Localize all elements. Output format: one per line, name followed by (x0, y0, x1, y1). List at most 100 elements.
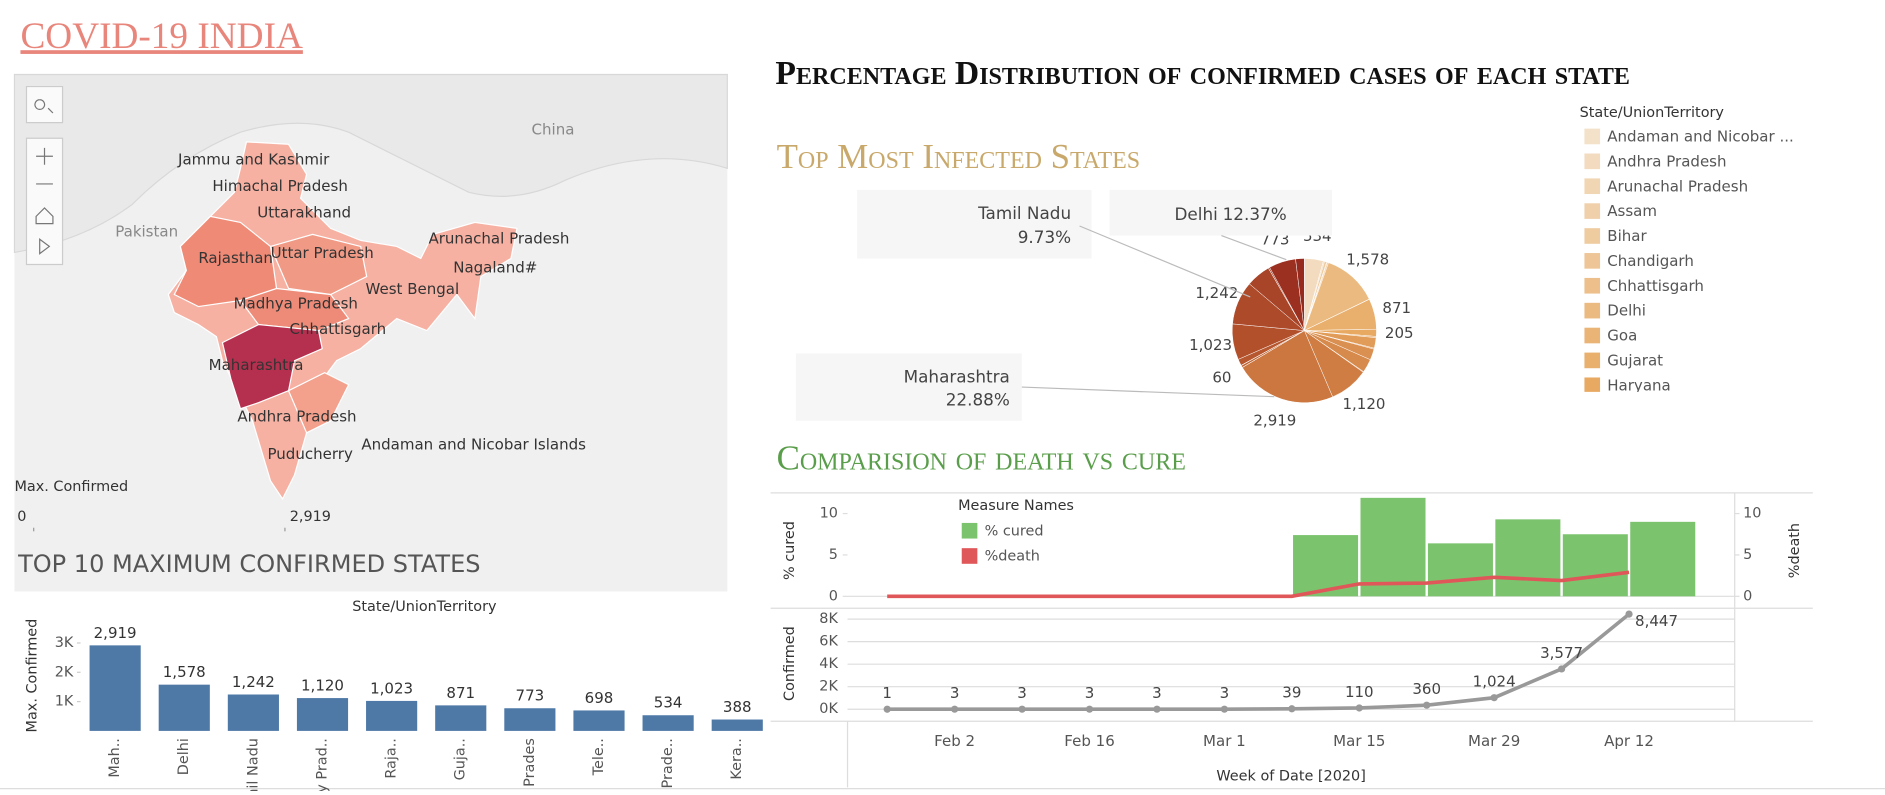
point (1423, 702, 1430, 709)
legend-label: Goa (1607, 327, 1637, 345)
map-label: Madhya Pradesh (234, 295, 358, 313)
chart-title: Comparision of death vs cure (777, 439, 1186, 478)
y-tick-label: 8K (819, 611, 838, 627)
legend-swatch (1584, 203, 1600, 219)
y-tick-label: 6K (819, 634, 838, 650)
x-tick-label: Raja.. (384, 738, 400, 779)
point (1153, 706, 1160, 713)
legend-swatch (962, 523, 978, 539)
data-label: 2,919 (1253, 411, 1296, 429)
annotation-value: 9.73% (1018, 227, 1071, 247)
data-label: 698 (585, 689, 614, 707)
chart-title: TOP 10 MAXIMUM CONFIRMED STATES (17, 550, 480, 578)
annotation-box (857, 190, 1091, 259)
annotation-value: 12.37% (1223, 204, 1287, 224)
legend-title: State/UnionTerritory (1580, 105, 1725, 121)
data-label: 773 (516, 687, 545, 705)
point (1086, 706, 1093, 713)
legend-label: Chandigarh (1607, 252, 1694, 270)
x-tick-label: Mar 1 (1203, 732, 1246, 750)
data-label: 1 (882, 684, 892, 702)
legend-label: Haryana (1607, 376, 1670, 394)
legend-label: Gujarat (1607, 351, 1663, 369)
y-axis-title: % cured (782, 521, 798, 580)
data-label: 1,023 (370, 679, 413, 697)
data-label: 205 (1385, 324, 1414, 342)
legend-swatch (1584, 129, 1600, 145)
legend: Andaman and Nicobar ...Andhra PradeshAru… (1584, 128, 1793, 395)
bar (1428, 543, 1493, 596)
data-label: 39 (1282, 684, 1301, 702)
data-label: 360 (1412, 680, 1441, 698)
point (1491, 694, 1498, 701)
y-tick-label: 3K (55, 635, 74, 651)
bar (228, 695, 279, 731)
point (1558, 665, 1565, 672)
legend-label: Andhra Pradesh (1607, 152, 1726, 170)
data-label: 60 (1212, 368, 1231, 386)
data-label: 1,023 (1189, 336, 1232, 354)
data-label: 110 (1345, 683, 1374, 701)
map-label: Andaman and Nicobar Islands (361, 435, 586, 453)
dashboard-title: COVID-19 INDIA (20, 16, 303, 57)
legend-tick-label: 0 (17, 509, 26, 525)
data-label: 3 (1220, 684, 1230, 702)
data-label: 1,578 (163, 663, 206, 681)
data-label: 3 (950, 684, 960, 702)
x-tick-label: Andhr Prade.. (660, 738, 676, 791)
map-label: Uttar Pradesh (271, 244, 374, 262)
legend-label: Andaman and Nicobar ... (1607, 128, 1794, 146)
legend-label: Delhi (1607, 302, 1646, 320)
map-label: Andhra Pradesh (237, 408, 356, 426)
y-tick-label: 10 (820, 506, 838, 522)
data-label: 1,242 (232, 673, 275, 691)
legend-swatch (962, 548, 978, 564)
bar (90, 645, 141, 731)
map-controls[interactable] (26, 87, 62, 265)
bar (573, 710, 624, 730)
x-tick-label: Madhy Prad.. (315, 738, 331, 791)
y-tick-label: 0 (1743, 588, 1752, 604)
data-label: 1,024 (1473, 673, 1516, 691)
map-label: China (532, 120, 575, 138)
x-tick-label: Tele.. (591, 738, 607, 776)
data-label: 3 (1152, 684, 1162, 702)
legend-tick-label: 2,919 (290, 509, 331, 525)
x-tick-label: Apr 12 (1604, 732, 1654, 750)
x-axis-title: State/UnionTerritory (352, 599, 497, 615)
data-label: 871 (1382, 299, 1411, 317)
annotation-box (796, 353, 1022, 420)
annotation-label: Delhi (1174, 204, 1217, 224)
legend-swatch (1584, 253, 1600, 269)
map-label: Chhattisgarh (290, 320, 387, 338)
legend-swatch (1584, 328, 1600, 344)
x-tick-label: Uttar Prades (522, 738, 538, 791)
bar (1630, 522, 1695, 596)
bar (366, 701, 417, 731)
legend-label: % cured (985, 523, 1044, 539)
map-label: Pakistan (115, 223, 178, 241)
legend-label: %death (985, 549, 1040, 565)
y-tick-label: 0K (819, 701, 838, 717)
x-tick-label: Mar 29 (1468, 732, 1520, 750)
map-label: Nagaland# (453, 259, 537, 277)
map-label: Puducherry (268, 445, 353, 463)
bar (712, 720, 763, 731)
annotation-value: 22.88% (946, 389, 1010, 409)
x-tick-label: Tamil Nadu (245, 738, 261, 791)
y-axis-title: Confirmed (782, 626, 798, 701)
map-label: Rajasthan (198, 249, 273, 267)
legend-swatch (1584, 154, 1600, 170)
chart-title: Percentage Distribution of confirmed cas… (775, 53, 1809, 95)
annotation-leader (1022, 387, 1274, 397)
legend-swatch (1584, 353, 1600, 369)
map-legend-title: Max. Confirmed (14, 479, 128, 495)
map-label: Maharashtra (209, 356, 304, 374)
point (1018, 706, 1025, 713)
legend-swatch (1584, 228, 1600, 244)
data-label: 2,919 (94, 624, 137, 642)
map-label: Himachal Pradesh (212, 177, 347, 195)
point (951, 706, 958, 713)
y-tick-label: 5 (829, 547, 838, 563)
